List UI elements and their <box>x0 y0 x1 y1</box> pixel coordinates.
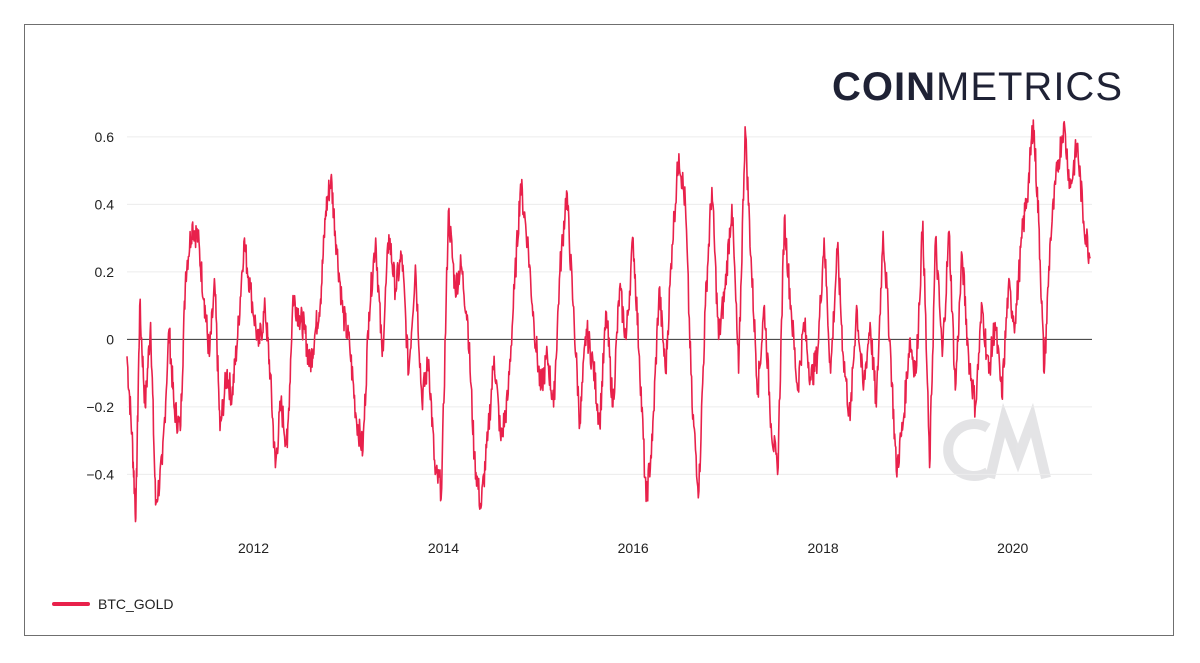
chart-frame: COINMETRICS <box>24 24 1174 636</box>
y-tick-label: 0.6 <box>95 129 115 145</box>
logo-bold-text: COIN <box>832 65 936 109</box>
gridlines <box>127 136 1092 475</box>
logo-light-text: METRICS <box>936 65 1123 109</box>
y-tick-label: 0.4 <box>95 196 115 212</box>
legend[interactable]: BTC_GOLD <box>52 596 173 612</box>
legend-label-btc-gold: BTC_GOLD <box>98 596 174 612</box>
y-tick-label: −0.4 <box>86 466 114 482</box>
cm-watermark-icon <box>943 402 1051 481</box>
x-tick-label: 2018 <box>808 540 839 556</box>
y-tick-label: 0.2 <box>95 264 115 280</box>
series-line-btc-gold <box>126 119 1091 523</box>
x-tick-label: 2012 <box>238 540 269 556</box>
legend-swatch-btc-gold <box>52 602 90 606</box>
y-axis-ticks: −0.4 −0.2 0 0.2 0.4 0.6 <box>86 129 114 483</box>
x-tick-label: 2020 <box>997 540 1028 556</box>
y-tick-label: 0 <box>106 331 114 347</box>
x-tick-label: 2016 <box>618 540 649 556</box>
coinmetrics-logo: COINMETRICS <box>832 65 1123 110</box>
x-tick-label: 2014 <box>428 540 459 556</box>
y-tick-label: −0.2 <box>86 399 114 415</box>
series-lines <box>126 119 1091 523</box>
x-axis-ticks: 2012 2014 2016 2018 2020 <box>238 540 1029 556</box>
